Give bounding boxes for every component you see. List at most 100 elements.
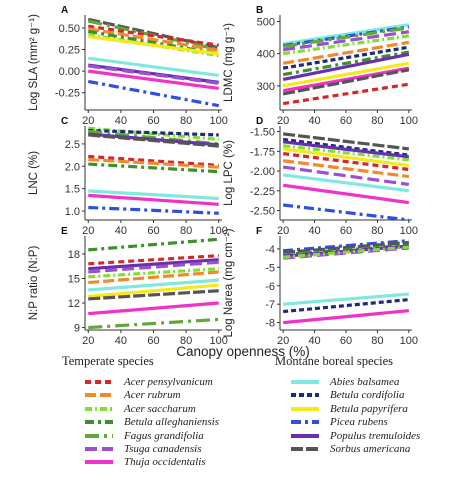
x-tick-label: 100	[210, 335, 228, 347]
series-line-acer-pensylvanicum	[88, 254, 219, 266]
x-tick-label: 100	[400, 225, 418, 237]
y-tick-label: 400	[257, 49, 275, 61]
x-tick-label: 40	[308, 225, 320, 237]
series-line-betula-cordifolia	[88, 128, 219, 137]
legend-item: Betula alleghaniensis	[84, 415, 219, 429]
x-tick-label: 80	[371, 335, 383, 347]
series-line-picea-rubens	[87, 79, 220, 108]
legend-label: Tsuga canadensis	[124, 443, 202, 455]
series-line-abies-balsamea	[282, 173, 410, 193]
legend-swatch	[291, 420, 319, 425]
y-tick-label: 300	[257, 81, 275, 93]
legend-label: Acer pensylvanicum	[124, 376, 213, 388]
series-line-acer-rubrum	[88, 157, 219, 169]
series-line-acer-pensylvanicum	[88, 154, 219, 167]
y-tick-label: 2.5	[65, 139, 80, 151]
y-axis-label: LDMC (mg g⁻¹)	[223, 23, 235, 102]
x-tick-label: 40	[115, 225, 127, 237]
series-line-picea-rubens	[88, 205, 219, 215]
series-line-acer-pensylvanicum	[282, 152, 410, 172]
y-axis-label: Log Narea (mg cm⁻²)	[223, 228, 235, 337]
series-line-acer-rubrum	[88, 27, 219, 52]
x-tick-label: 100	[400, 115, 418, 127]
legend-item: Abies balsamea	[290, 375, 399, 389]
x-tick-label: 20	[277, 225, 289, 237]
legend-item: Populus tremuloides	[290, 429, 420, 443]
series-line-sorbus-americana	[88, 133, 219, 148]
y-tick-label: 0.25	[59, 45, 80, 57]
y-tick-label: 1.0	[65, 206, 80, 218]
legend-swatch	[291, 406, 319, 411]
legend-label: Acer rubrum	[124, 389, 181, 402]
legend-swatch	[85, 393, 113, 398]
series-line-sorbus-americana	[283, 240, 409, 255]
series-line-thuja-occidentalis	[88, 301, 219, 316]
series-line-betula-alleghaniensis	[87, 29, 220, 56]
legend-item: Sorbus americana	[290, 442, 410, 456]
x-tick-label: 40	[115, 335, 127, 347]
legend-title: Temperate species	[62, 354, 154, 368]
y-tick-label: 0.00	[59, 66, 80, 78]
series-line-abies-balsamea	[282, 23, 410, 46]
legend-swatch	[85, 433, 113, 438]
series-line-betula-papyrifera	[88, 35, 219, 56]
x-tick-label: 60	[147, 335, 159, 347]
panels-group: A -0.25 0.00 0.25 0.50 20 40 60 80 100 Log SLA (mm…	[28, 5, 418, 347]
legend-swatch	[85, 420, 113, 425]
legend-item: Betula papyrifera	[290, 402, 408, 416]
y-tick-label: 15	[68, 274, 80, 286]
y-tick-label: -2.00	[250, 166, 275, 178]
x-tick-label: 60	[147, 115, 159, 127]
panel-letter: A	[61, 5, 68, 16]
x-tick-label: 20	[82, 335, 94, 347]
x-axis-title: Canopy openness (%)	[176, 344, 310, 359]
legend-label: Thuja occidentalis	[124, 456, 206, 469]
y-tick-label: -7	[265, 299, 275, 311]
legend-label: Fagus grandifolia	[124, 429, 204, 442]
series-line-picea-rubens	[282, 203, 410, 222]
series-line-betula-cordifolia	[282, 297, 410, 314]
series-line-tsuga-canadensis	[282, 165, 410, 187]
x-tick-label: 80	[371, 225, 383, 237]
x-tick-label: 20	[82, 115, 94, 127]
series-line-betula-papyrifera	[282, 61, 410, 88]
series-line-populus-tremuloides	[282, 52, 410, 81]
panel-letter: F	[256, 226, 262, 237]
legend-label: Abies balsamea	[330, 376, 400, 388]
series-line-thuja-occidentalis	[282, 66, 410, 93]
legend-title: Montane boreal species	[275, 354, 394, 368]
legend-item: Fagus grandifolia	[84, 429, 204, 443]
x-tick-label: 20	[277, 335, 289, 347]
legend-swatch	[291, 433, 319, 438]
x-tick-label: 100	[210, 115, 228, 127]
y-tick-label: -4	[265, 244, 275, 256]
legend-item: Acer pensylvanicum	[84, 375, 213, 389]
legend-swatch	[291, 447, 319, 451]
series-line-fagus-grandifolia	[88, 317, 219, 330]
x-tick-label: 60	[340, 115, 352, 127]
legend-label: Betula cordifolia	[330, 389, 405, 402]
legend-item: Picea rubens	[290, 415, 388, 429]
series-line-acer-rubrum	[282, 40, 410, 65]
panel-a: A -0.25 0.00 0.25 0.50 20 40 60 80 100 Log SLA (mm…	[28, 5, 228, 127]
series-line-acer-saccharum	[283, 245, 409, 259]
y-tick-label: 500	[257, 16, 275, 28]
series-line-thuja-occidentalis	[282, 309, 410, 325]
y-tick-label: 1.5	[65, 184, 80, 196]
panel-b: B 300 400 500 20 40 60 80 100 LDMC (mg g⁻¹)	[223, 5, 418, 127]
series-line-populus-tremuloides	[88, 258, 219, 271]
y-tick-label: 12	[68, 298, 80, 310]
series-line-betula-alleghaniensis	[88, 162, 219, 174]
x-tick-label: 20	[82, 225, 94, 237]
series-line-acer-pensylvanicum	[282, 82, 410, 106]
series-line-thuja-occidentalis	[88, 193, 219, 206]
x-tick-label: 80	[180, 115, 192, 127]
legend-item: Betula cordifolia	[290, 388, 404, 402]
series-line-betula-papyrifera	[88, 283, 219, 299]
series-line-acer-rubrum	[88, 270, 219, 285]
y-tick-label: -1.50	[250, 127, 275, 139]
x-tick-label: 40	[308, 115, 320, 127]
